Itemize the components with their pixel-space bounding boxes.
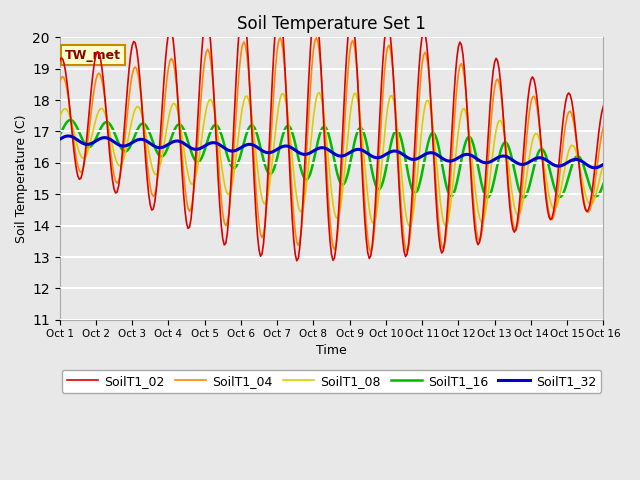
SoilT1_32 (56, 136, 63, 142)
SoilT1_08 (385, 98, 393, 104)
SoilT1_08 (367, 215, 374, 220)
SoilT1_04 (367, 249, 374, 254)
SoilT1_08 (71, 132, 79, 138)
SoilT1_02 (600, 103, 607, 109)
SoilT1_08 (56, 115, 63, 121)
SoilT1_16 (67, 117, 74, 123)
SoilT1_02 (399, 235, 406, 241)
SoilT1_04 (56, 80, 63, 85)
X-axis label: Time: Time (316, 344, 347, 357)
SoilT1_32 (65, 133, 72, 139)
SoilT1_04 (157, 144, 164, 150)
Line: SoilT1_32: SoilT1_32 (60, 136, 604, 168)
Line: SoilT1_08: SoilT1_08 (60, 93, 604, 226)
SoilT1_04 (403, 249, 411, 255)
SoilT1_08 (316, 90, 323, 96)
SoilT1_16 (367, 162, 374, 168)
SoilT1_08 (397, 165, 405, 171)
SoilT1_16 (536, 147, 544, 153)
SoilT1_16 (56, 132, 63, 138)
SoilT1_04 (385, 42, 393, 48)
Line: SoilT1_16: SoilT1_16 (60, 120, 604, 198)
SoilT1_32 (72, 136, 80, 142)
SoilT1_32 (397, 150, 405, 156)
SoilT1_08 (536, 139, 544, 145)
SoilT1_16 (520, 195, 527, 201)
SoilT1_32 (367, 153, 374, 158)
SoilT1_02 (275, 2, 282, 8)
SoilT1_16 (159, 154, 166, 159)
SoilT1_16 (385, 151, 393, 156)
SoilT1_16 (72, 123, 80, 129)
SoilT1_04 (312, 35, 320, 41)
SoilT1_02 (293, 258, 301, 264)
SoilT1_02 (56, 58, 63, 64)
SoilT1_08 (600, 161, 607, 167)
SoilT1_04 (600, 124, 607, 130)
Title: Soil Temperature Set 1: Soil Temperature Set 1 (237, 15, 426, 33)
SoilT1_02 (157, 125, 164, 131)
SoilT1_32 (385, 150, 393, 156)
Line: SoilT1_02: SoilT1_02 (60, 5, 604, 261)
Y-axis label: Soil Temperature (C): Soil Temperature (C) (15, 114, 28, 243)
SoilT1_16 (397, 135, 405, 141)
SoilT1_04 (536, 128, 544, 134)
SoilT1_32 (159, 144, 166, 150)
SoilT1_16 (600, 181, 607, 187)
SoilT1_32 (534, 155, 542, 161)
SoilT1_02 (71, 155, 79, 161)
SoilT1_08 (157, 160, 164, 166)
SoilT1_08 (406, 223, 414, 229)
SoilT1_04 (71, 145, 79, 151)
SoilT1_32 (600, 162, 607, 168)
SoilT1_32 (591, 165, 598, 171)
SoilT1_02 (387, 34, 394, 39)
Line: SoilT1_04: SoilT1_04 (60, 38, 604, 252)
SoilT1_04 (397, 200, 405, 205)
SoilT1_02 (536, 127, 544, 132)
SoilT1_02 (369, 242, 376, 248)
Text: TW_met: TW_met (65, 48, 121, 61)
Legend: SoilT1_02, SoilT1_04, SoilT1_08, SoilT1_16, SoilT1_32: SoilT1_02, SoilT1_04, SoilT1_08, SoilT1_… (62, 370, 601, 393)
